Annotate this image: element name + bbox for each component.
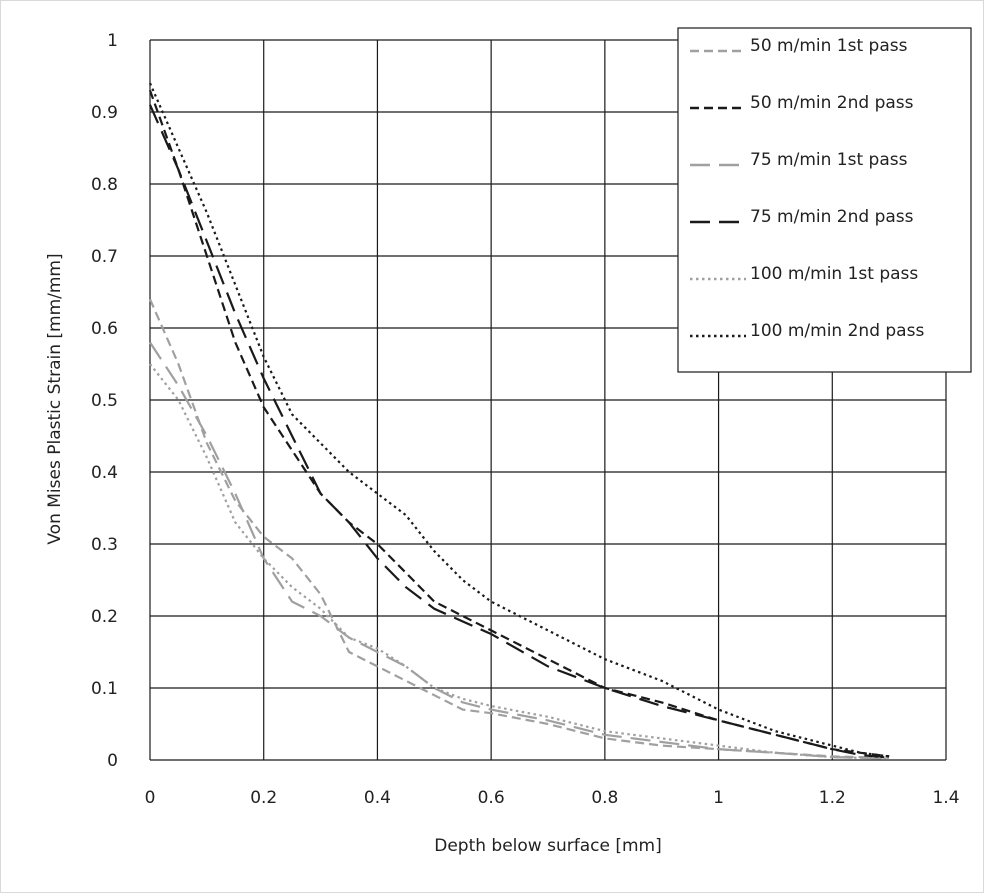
- x-tick-label: 1.4: [932, 788, 959, 808]
- legend-label: 100 m/min 2nd pass: [750, 321, 924, 341]
- y-tick-label: 0.3: [91, 535, 118, 555]
- y-tick-labels: 0 0.1 0.2 0.3 0.4 0.5 0.6 0.7 0.8 0.9 1: [91, 31, 118, 771]
- y-tick-label: 0.2: [91, 607, 118, 627]
- legend-label: 50 m/min 1st pass: [750, 36, 908, 56]
- x-tick-label: 0.8: [591, 788, 618, 808]
- series-line-3: [149, 341, 890, 760]
- x-tick-labels: 0 0.2 0.4 0.6 0.8 1 1.2 1.4: [145, 788, 960, 808]
- x-tick-label: 0.6: [478, 788, 505, 808]
- y-axis-label: Von Mises Plastic Strain [mm/mm]: [45, 253, 65, 544]
- legend-box: [677, 27, 972, 373]
- legend-label: 75 m/min 1st pass: [750, 150, 908, 170]
- series-line-6: [148, 82, 890, 758]
- y-tick-label: 0.8: [91, 175, 118, 195]
- legend: 50 m/min 1st pass 50 m/min 2nd pass 75 m/m…: [677, 27, 972, 373]
- x-tick-label: 0: [145, 788, 156, 808]
- series-line-4: [148, 104, 890, 759]
- y-tick-label: 0: [107, 751, 118, 771]
- y-tick-label: 0.9: [91, 103, 118, 123]
- x-tick-label: 0.2: [250, 788, 277, 808]
- x-tick-label: 1.2: [819, 788, 846, 808]
- x-tick-label: 1: [713, 788, 724, 808]
- y-tick-label: 1: [107, 31, 118, 51]
- y-tick-label: 0.6: [91, 319, 118, 339]
- y-tick-label: 0.5: [91, 391, 118, 411]
- legend-label: 75 m/min 2nd pass: [750, 207, 914, 227]
- grid-lines: [149, 39, 947, 761]
- x-axis-label: Depth below surface [mm]: [434, 836, 661, 856]
- legend-label: 50 m/min 2nd pass: [750, 93, 914, 113]
- series-lines: [148, 82, 890, 760]
- x-tick-label: 0.4: [364, 788, 391, 808]
- legend-label: 100 m/min 1st pass: [750, 264, 918, 284]
- y-tick-label: 0.1: [91, 679, 118, 699]
- y-tick-label: 0.4: [91, 463, 118, 483]
- y-tick-label: 0.7: [91, 247, 118, 267]
